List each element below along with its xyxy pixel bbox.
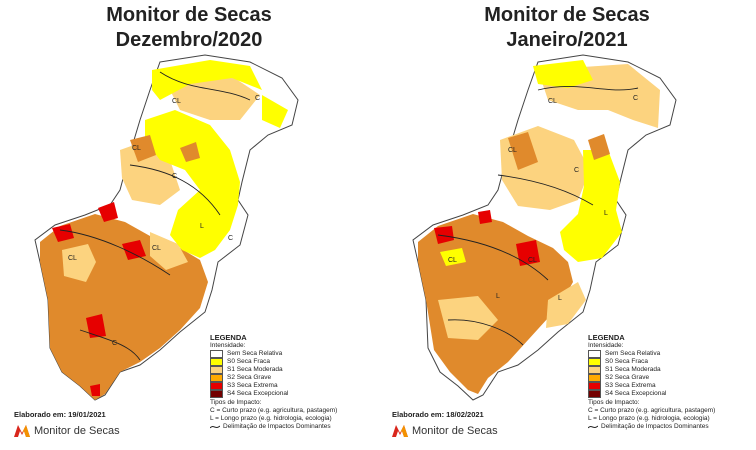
s1-patch-center	[150, 232, 188, 270]
impact-label: C	[255, 95, 260, 102]
s3-midwest	[98, 202, 118, 222]
s2-central-spot	[130, 135, 156, 162]
impact-label: CL	[132, 145, 141, 152]
s0-band	[560, 150, 622, 262]
s3-west	[434, 226, 454, 244]
impact-label: L	[604, 210, 608, 217]
s0-east	[262, 95, 288, 128]
legend-impact-line: Delimitação de Impactos Dominantes	[588, 423, 756, 431]
legend-impact-c: C = Curto prazo (e.g. agricultura, pasta…	[588, 407, 716, 414]
s0-west-spot	[440, 248, 466, 266]
impact-label: CL	[172, 98, 181, 105]
swatch-s0	[588, 358, 601, 366]
s1-east-coast	[546, 282, 586, 328]
legend-impact-line: Delimitação de Impactos Dominantes	[210, 423, 378, 431]
legend-item: Sem Seca Relativa	[588, 350, 756, 358]
impact-label: L	[496, 293, 500, 300]
elaborated-date: Elaborado em: 18/02/2021	[392, 410, 484, 419]
legend-item: S3 Seca Extrema	[210, 382, 378, 390]
swatch-s4	[210, 390, 223, 398]
map-panel-dezembro: Monitor de Secas Dezembro/2020 CL CL C C…	[14, 4, 378, 437]
swatch-s2	[588, 374, 601, 382]
swatch-none	[210, 350, 223, 358]
drought-map-janeiro: CL CL C C CL CL L L L	[412, 54, 677, 401]
s1-southwest	[438, 296, 498, 340]
legend-impact-l: L = Longo prazo (e.g. hidrologia, ecolog…	[588, 415, 710, 422]
s0-north	[152, 60, 262, 100]
impact-label: CL	[548, 98, 557, 105]
impact-label: CL	[528, 257, 537, 264]
s1-patch-west	[62, 244, 96, 282]
monitor-de-secas-logo-icon	[392, 425, 408, 437]
impact-label: CL	[68, 255, 77, 262]
swatch-s0	[210, 358, 223, 366]
drought-map-dezembro: CL CL C C C L CL CL C	[34, 54, 299, 401]
brand-logo: Monitor de Secas	[392, 425, 498, 437]
legend-impact-title: Tipos de Impacto:	[588, 399, 640, 406]
legend-impact-l: L = Longo prazo (e.g. hidrologia, ecolog…	[210, 415, 332, 422]
s3-tip	[90, 384, 100, 396]
legend-item: S3 Seca Extrema	[588, 382, 756, 390]
brand-name: Monitor de Secas	[412, 425, 498, 437]
map-legend: LEGENDA Intensidade: Sem Seca Relativa S…	[588, 334, 756, 431]
legend-intensity-label: Intensidade:	[588, 342, 624, 349]
s0-north	[533, 60, 593, 88]
impact-line-icon	[588, 425, 598, 429]
legend-item: S2 Seca Grave	[210, 374, 378, 382]
impact-label: CL	[152, 245, 161, 252]
legend-intensity-label: Intensidade:	[210, 342, 246, 349]
impact-line-icon	[210, 425, 220, 429]
legend-impact-title: Tipos de Impacto:	[210, 399, 262, 406]
map-title: Monitor de Secas	[484, 4, 650, 26]
s3-midwest	[478, 210, 492, 224]
elaborated-date: Elaborado em: 19/01/2021	[14, 410, 106, 419]
s0-band	[145, 110, 240, 258]
legend-item: S1 Seca Moderada	[210, 366, 378, 374]
legend-item: S2 Seca Grave	[588, 374, 756, 382]
impact-label: L	[200, 223, 204, 230]
map-legend: LEGENDA Intensidade: Sem Seca Relativa S…	[210, 334, 378, 431]
impact-label: C	[574, 167, 579, 174]
legend-item: S0 Seca Fraca	[210, 358, 378, 366]
brand-name: Monitor de Secas	[34, 425, 120, 437]
s1-patch-northeast	[165, 75, 260, 120]
impact-line	[59, 71, 251, 361]
impact-label: L	[558, 295, 562, 302]
impact-label: C	[112, 340, 117, 347]
map-panel-janeiro: Monitor de Secas Janeiro/2021 CL CL C C …	[378, 0, 756, 450]
map-subtitle-month: Dezembro/2020	[115, 29, 263, 51]
s3-west	[52, 224, 74, 242]
s2-north-spot	[180, 142, 200, 162]
map-title: Monitor de Secas	[106, 4, 272, 26]
swatch-s1	[210, 366, 223, 374]
s2-north-spot	[588, 134, 610, 160]
s2-central	[508, 132, 538, 170]
legend-item: S0 Seca Fraca	[588, 358, 756, 366]
impact-label: CL	[448, 257, 457, 264]
legend-item: Sem Seca Relativa	[210, 350, 378, 358]
impact-label: C	[633, 95, 638, 102]
swatch-s1	[588, 366, 601, 374]
impact-label: CL	[508, 147, 517, 154]
s3-south	[86, 314, 106, 338]
legend-item: S4 Seca Excepcional	[210, 390, 378, 398]
legend-title: LEGENDA	[588, 333, 625, 342]
brand-logo: Monitor de Secas	[14, 425, 120, 437]
swatch-none	[588, 350, 601, 358]
impact-label: C	[172, 173, 177, 180]
legend-title: LEGENDA	[210, 333, 247, 342]
legend-impact-c: C = Curto prazo (e.g. agricultura, pasta…	[210, 407, 338, 414]
swatch-s3	[210, 382, 223, 390]
swatch-s3	[588, 382, 601, 390]
swatch-s2	[210, 374, 223, 382]
map-subtitle-month: Janeiro/2021	[506, 29, 628, 51]
s3-center	[122, 240, 146, 260]
impact-line	[437, 85, 639, 346]
impact-label: C	[228, 235, 233, 242]
s3-center	[516, 240, 540, 266]
swatch-s4	[588, 390, 601, 398]
monitor-de-secas-logo-icon	[14, 425, 30, 437]
legend-item: S4 Seca Excepcional	[588, 390, 756, 398]
legend-item: S1 Seca Moderada	[588, 366, 756, 374]
